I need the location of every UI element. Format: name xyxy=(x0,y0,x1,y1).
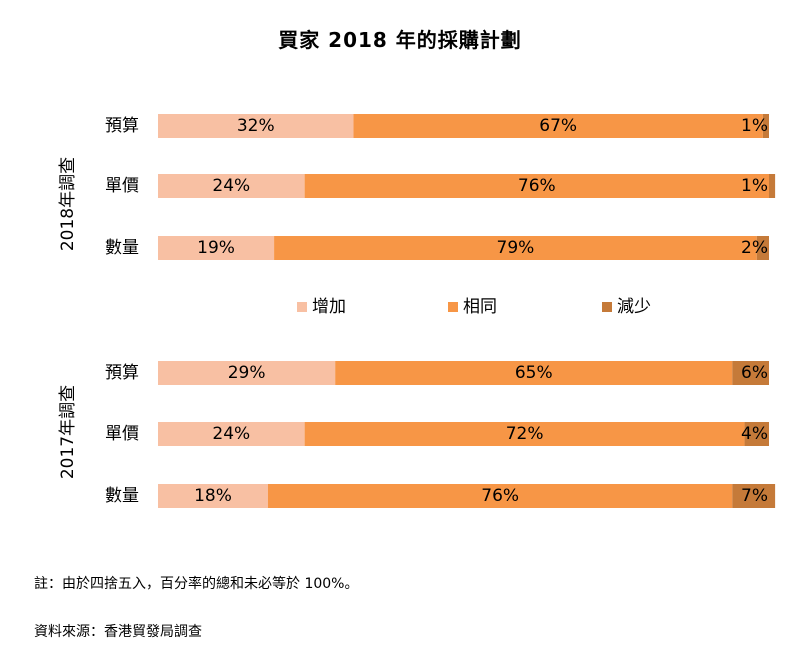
legend-swatch xyxy=(297,302,307,312)
data-label: 79% xyxy=(497,238,535,258)
category-label: 預算 xyxy=(105,363,139,383)
bar-segment xyxy=(158,422,305,446)
data-label: 6% xyxy=(741,363,768,383)
bar-segment xyxy=(304,422,745,446)
bar-segment xyxy=(756,236,769,260)
data-label: 76% xyxy=(481,486,519,506)
bar-segment xyxy=(304,174,769,198)
legend-swatch xyxy=(448,302,458,312)
data-label: 65% xyxy=(515,363,553,383)
data-label: 32% xyxy=(237,116,275,136)
data-label: 72% xyxy=(506,424,544,444)
bar-segment xyxy=(353,114,763,138)
data-label: 4% xyxy=(741,424,768,444)
bar-segment xyxy=(732,361,769,385)
bar-segment xyxy=(762,114,769,138)
bar-segment xyxy=(158,236,275,260)
footnote: 註：由於四捨五入，百分率的總和未必等於 100%。 xyxy=(34,576,359,592)
category-label: 數量 xyxy=(105,486,139,506)
data-label: 2% xyxy=(741,238,768,258)
category-label: 預算 xyxy=(105,116,139,136)
bar-segment xyxy=(335,361,733,385)
legend-label: 增加 xyxy=(312,297,346,317)
data-label: 18% xyxy=(194,486,232,506)
bar-segment xyxy=(267,484,733,508)
data-label: 29% xyxy=(228,363,266,383)
bar-segment xyxy=(158,361,336,385)
data-label: 24% xyxy=(212,424,250,444)
category-label: 單價 xyxy=(105,424,139,444)
data-label: 19% xyxy=(197,238,235,258)
data-label: 76% xyxy=(518,176,556,196)
chart-title: 買家 2018 年的採購計劃 xyxy=(278,28,522,52)
bar-segment xyxy=(158,484,268,508)
bar-segment xyxy=(744,422,769,446)
bar-segment xyxy=(274,236,757,260)
bar-segment xyxy=(158,174,305,198)
legend-swatch xyxy=(602,302,612,312)
bar-segment xyxy=(769,174,776,198)
category-label: 數量 xyxy=(105,238,139,258)
data-label: 1% xyxy=(741,176,768,196)
bar-segment xyxy=(158,114,354,138)
data-label: 24% xyxy=(212,176,250,196)
bar-segment xyxy=(732,484,776,508)
group-label: 2018年調查 xyxy=(58,157,78,251)
legend-label: 相同 xyxy=(463,297,497,317)
data-label: 1% xyxy=(741,116,768,136)
data-label: 67% xyxy=(539,116,577,136)
group-label: 2017年調查 xyxy=(58,385,78,479)
category-label: 單價 xyxy=(105,176,139,196)
data-label: 7% xyxy=(741,486,768,506)
legend-label: 減少 xyxy=(617,297,651,317)
source-note: 資料來源：香港貿發局調查 xyxy=(34,624,202,640)
